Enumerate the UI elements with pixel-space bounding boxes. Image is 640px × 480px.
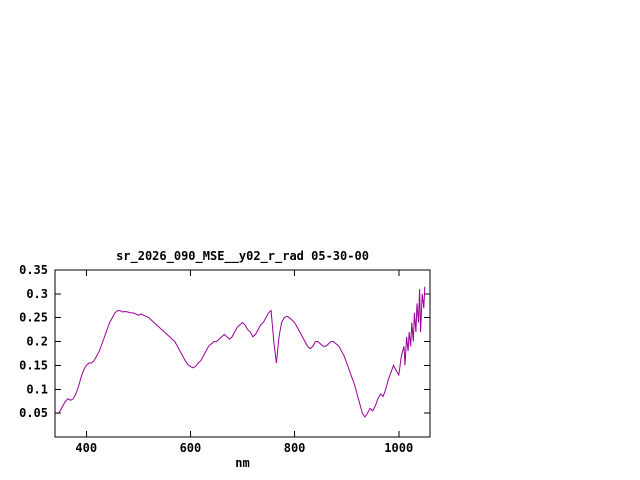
spectrum-line [57, 286, 426, 418]
y-tick-label: 0.3 [26, 287, 48, 301]
plot-title: sr_2026_090_MSE__y02_r_rad 05-30-00 [116, 249, 369, 263]
plot-border [54, 269, 431, 438]
x-axis-label: nm [235, 456, 250, 470]
y-tick-label: 0.2 [26, 335, 48, 349]
x-tick-label: 600 [180, 441, 202, 455]
x-tick-label: 800 [284, 441, 306, 455]
y-tick-label: 0.15 [19, 358, 48, 372]
x-tick-label: 1000 [384, 441, 413, 455]
y-tick-label: 0.1 [26, 382, 48, 396]
x-tick-label: 400 [75, 441, 97, 455]
y-tick-label: 0.25 [19, 311, 48, 325]
y-tick-label: 0.05 [19, 406, 48, 420]
y-tick-label: 0.35 [19, 263, 48, 277]
